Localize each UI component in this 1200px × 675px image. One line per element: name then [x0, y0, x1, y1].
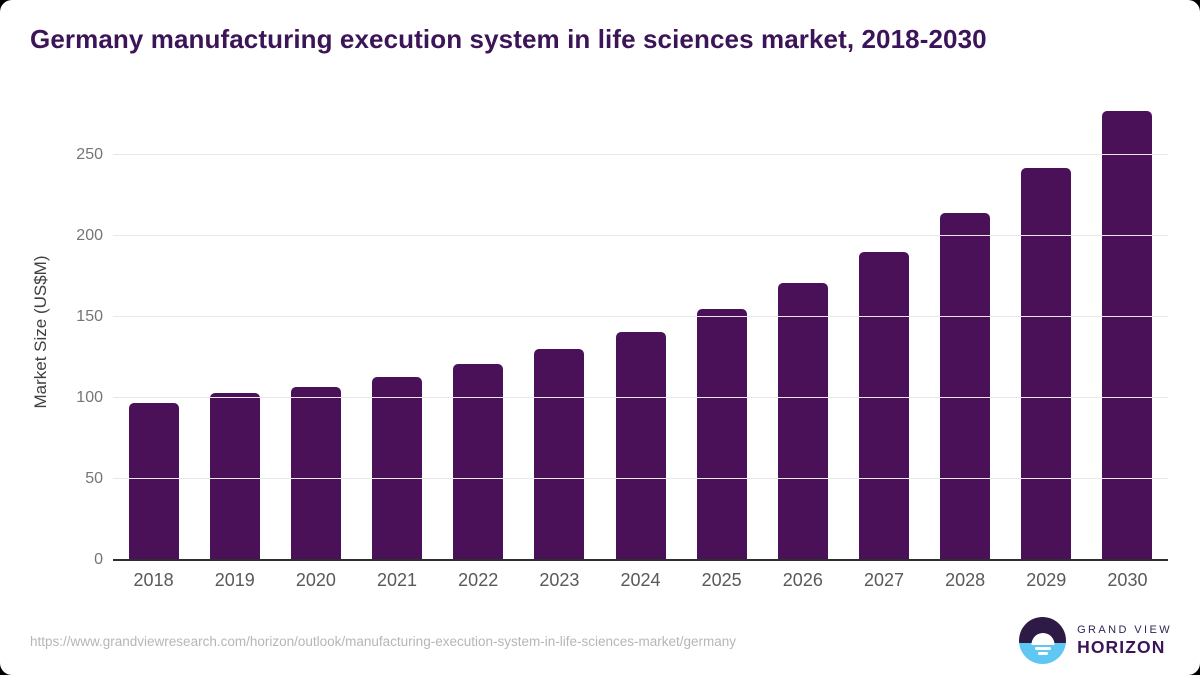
logo-product-name: HORIZON [1077, 636, 1166, 657]
page-title: Germany manufacturing execution system i… [30, 24, 987, 54]
bar-slot [113, 100, 194, 560]
bar-2021 [372, 376, 423, 560]
source-url: https://www.grandviewresearch.com/horizo… [30, 634, 737, 649]
bar-slot [438, 100, 519, 560]
bar-2030 [1102, 111, 1153, 560]
gridline [113, 235, 1168, 237]
x-tick-label: 2027 [863, 570, 904, 590]
logo-brand-name: GRAND VIEW [1077, 624, 1172, 637]
bar-2019 [209, 393, 260, 560]
bar-slot [600, 100, 681, 560]
x-tick-label: 2030 [1107, 570, 1148, 590]
x-tick-label: 2026 [782, 570, 823, 590]
x-tick-label: 2022 [458, 570, 499, 590]
y-tick-label: 250 [76, 146, 103, 164]
bar-2024 [615, 331, 666, 560]
bar-2018 [128, 402, 179, 560]
bar-slot [275, 100, 356, 560]
bar-slot [843, 100, 924, 560]
bar-slot [194, 100, 275, 560]
bar-slot [925, 100, 1006, 560]
bar-slot [1087, 100, 1168, 560]
x-tick-labels: 2018 2019 2020 2021 2022 2023 2024 2025 2026 2027… [113, 570, 1168, 591]
bar-2029 [1021, 168, 1072, 560]
gridline [113, 397, 1168, 399]
y-tick-label: 200 [76, 227, 103, 245]
bar-slot [1006, 100, 1087, 560]
bar-2022 [453, 364, 504, 560]
plot-area [113, 100, 1168, 561]
grand-view-horizon-logo: GRAND VIEW HORIZON [1019, 617, 1172, 664]
bar-2023 [534, 349, 585, 560]
y-tick-label: 150 [76, 308, 103, 326]
bar-slot [681, 100, 762, 560]
bar-slot [519, 100, 600, 560]
x-axis-line [113, 559, 1168, 561]
x-tick-label: 2028 [945, 570, 986, 590]
y-tick-labels: 0 50 100 150 200 250 [0, 100, 103, 568]
y-tick-label: 0 [94, 551, 103, 568]
x-tick-label: 2029 [1026, 570, 1067, 590]
bar-2026 [777, 283, 828, 560]
gridline [113, 478, 1168, 480]
horizon-logo-icon [1019, 617, 1067, 664]
gridline [113, 316, 1168, 318]
x-tick-label: 2018 [133, 570, 174, 590]
bar-slot [356, 100, 437, 560]
x-tick-label: 2025 [701, 570, 742, 590]
y-tick-label: 50 [85, 470, 103, 488]
x-tick-label: 2024 [620, 570, 661, 590]
bar-slot [762, 100, 843, 560]
x-tick-label: 2020 [295, 570, 336, 590]
y-tick-label: 100 [76, 389, 103, 407]
logo-sun-icon [1031, 632, 1055, 645]
x-tick-label: 2023 [539, 570, 580, 590]
bar-2027 [858, 252, 909, 560]
bar-2020 [290, 386, 341, 560]
bar-2028 [940, 213, 991, 560]
gridline [113, 154, 1168, 156]
logo-reflection-line-icon [1037, 651, 1048, 656]
bar-2025 [696, 308, 747, 560]
logo-text: GRAND VIEW HORIZON [1077, 624, 1172, 657]
x-tick-label: 2021 [377, 570, 418, 590]
logo-reflection-line-icon [1034, 646, 1051, 651]
bars-container [113, 100, 1168, 560]
x-tick-label: 2019 [214, 570, 255, 590]
